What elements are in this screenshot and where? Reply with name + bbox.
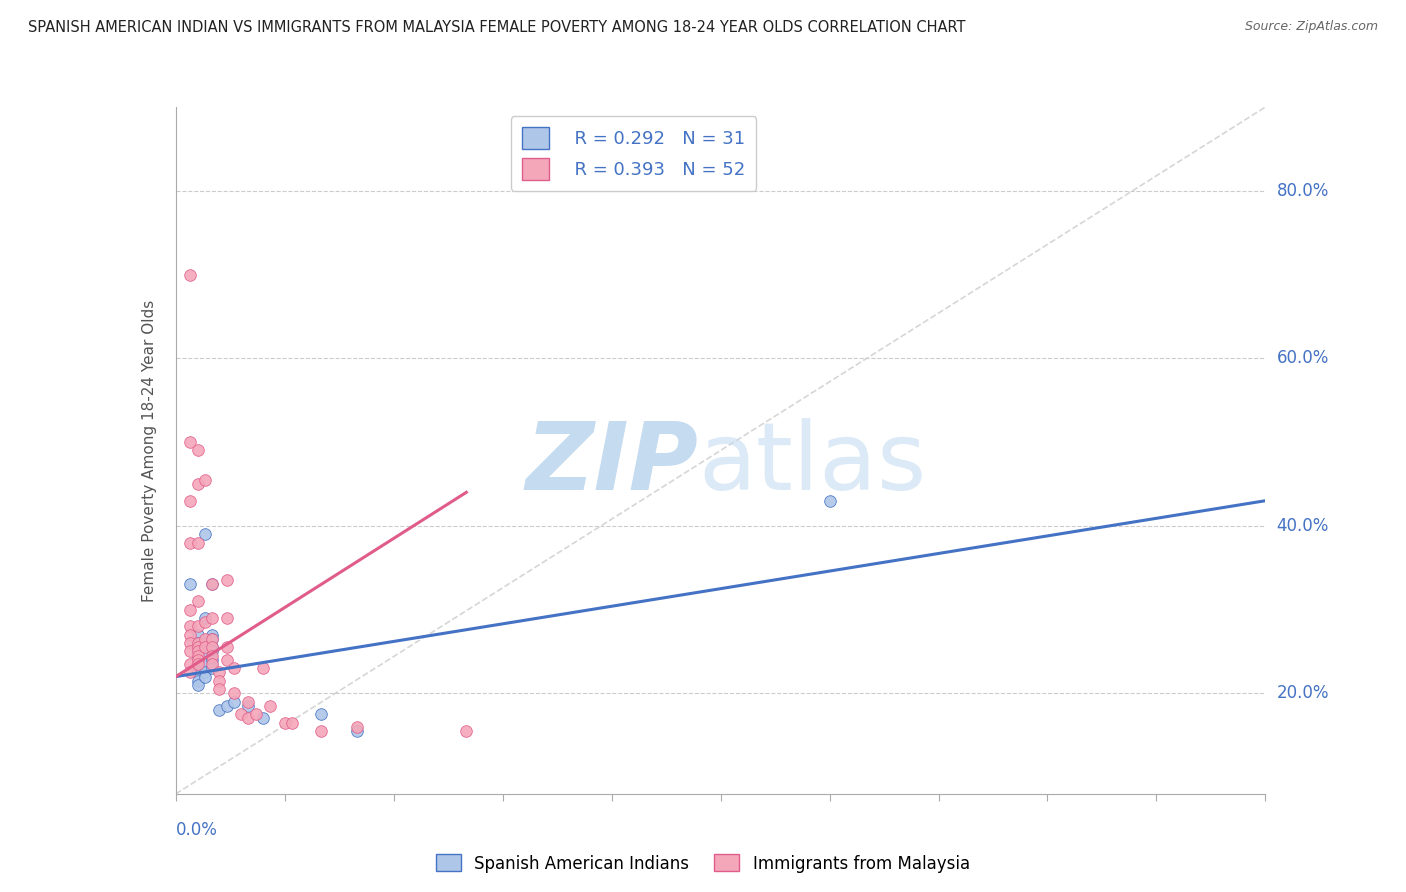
Point [208, 673, 231, 688]
Point [194, 644, 217, 658]
Point [186, 640, 209, 655]
Point [194, 527, 217, 541]
Point [186, 673, 209, 688]
Text: Source: ZipAtlas.com: Source: ZipAtlas.com [1244, 20, 1378, 33]
Point [186, 443, 209, 458]
Point [245, 707, 267, 722]
Point [201, 628, 224, 642]
Point [186, 665, 209, 680]
Point [201, 640, 224, 655]
Point [186, 477, 209, 491]
Text: 80.0%: 80.0% [1277, 182, 1329, 200]
Point [201, 653, 224, 667]
Point [186, 535, 209, 549]
Text: SPANISH AMERICAN INDIAN VS IMMIGRANTS FROM MALAYSIA FEMALE POVERTY AMONG 18-24 Y: SPANISH AMERICAN INDIAN VS IMMIGRANTS FR… [28, 20, 966, 35]
Point [179, 602, 201, 616]
Point [179, 535, 201, 549]
Point [238, 711, 260, 725]
Point [186, 657, 209, 671]
Point [215, 653, 238, 667]
Point [186, 619, 209, 633]
Point [259, 698, 281, 713]
Point [201, 657, 224, 671]
Point [179, 268, 201, 282]
Point [186, 661, 209, 675]
Point [194, 473, 217, 487]
Text: 0.0%: 0.0% [176, 822, 218, 839]
Point [208, 703, 231, 717]
Point [194, 636, 217, 650]
Point [222, 661, 245, 675]
Point [309, 707, 332, 722]
Point [346, 720, 368, 734]
Point [201, 661, 224, 675]
Point [201, 577, 224, 591]
Point [194, 611, 217, 625]
Point [179, 644, 201, 658]
Point [194, 632, 217, 646]
Point [194, 670, 217, 684]
Text: 40.0%: 40.0% [1277, 516, 1329, 535]
Point [194, 665, 217, 680]
Point [194, 640, 217, 655]
Point [179, 577, 201, 591]
Point [201, 611, 224, 625]
Text: atlas: atlas [699, 418, 927, 510]
Point [179, 628, 201, 642]
Point [186, 648, 209, 663]
Point [186, 628, 209, 642]
Point [186, 653, 209, 667]
Point [201, 644, 224, 658]
Point [208, 665, 231, 680]
Point [274, 715, 297, 730]
Point [215, 611, 238, 625]
Point [186, 644, 209, 658]
Point [186, 594, 209, 608]
Point [179, 493, 201, 508]
Legend:   R = 0.292   N = 31,   R = 0.393   N = 52: R = 0.292 N = 31, R = 0.393 N = 52 [510, 116, 756, 191]
Point [208, 682, 231, 697]
Point [231, 707, 253, 722]
Point [179, 636, 201, 650]
Point [222, 695, 245, 709]
Point [194, 657, 217, 671]
Text: 60.0%: 60.0% [1277, 350, 1329, 368]
Point [186, 648, 209, 663]
Y-axis label: Female Poverty Among 18-24 Year Olds: Female Poverty Among 18-24 Year Olds [142, 300, 157, 601]
Point [238, 695, 260, 709]
Point [238, 698, 260, 713]
Point [179, 665, 201, 680]
Point [179, 619, 201, 633]
Point [818, 493, 841, 508]
Point [281, 715, 304, 730]
Point [186, 636, 209, 650]
Legend: Spanish American Indians, Immigrants from Malaysia: Spanish American Indians, Immigrants fro… [429, 847, 977, 880]
Point [201, 640, 224, 655]
Point [186, 678, 209, 692]
Point [179, 657, 201, 671]
Point [215, 574, 238, 588]
Text: ZIP: ZIP [526, 418, 699, 510]
Point [309, 724, 332, 739]
Point [346, 724, 368, 739]
Point [186, 644, 209, 658]
Point [201, 632, 224, 646]
Point [201, 632, 224, 646]
Point [252, 711, 274, 725]
Point [194, 615, 217, 630]
Point [252, 661, 274, 675]
Point [186, 636, 209, 650]
Point [179, 435, 201, 450]
Point [222, 686, 245, 700]
Text: 20.0%: 20.0% [1277, 684, 1329, 702]
Point [215, 640, 238, 655]
Point [201, 577, 224, 591]
Point [215, 698, 238, 713]
Point [201, 648, 224, 663]
Point [456, 724, 478, 739]
